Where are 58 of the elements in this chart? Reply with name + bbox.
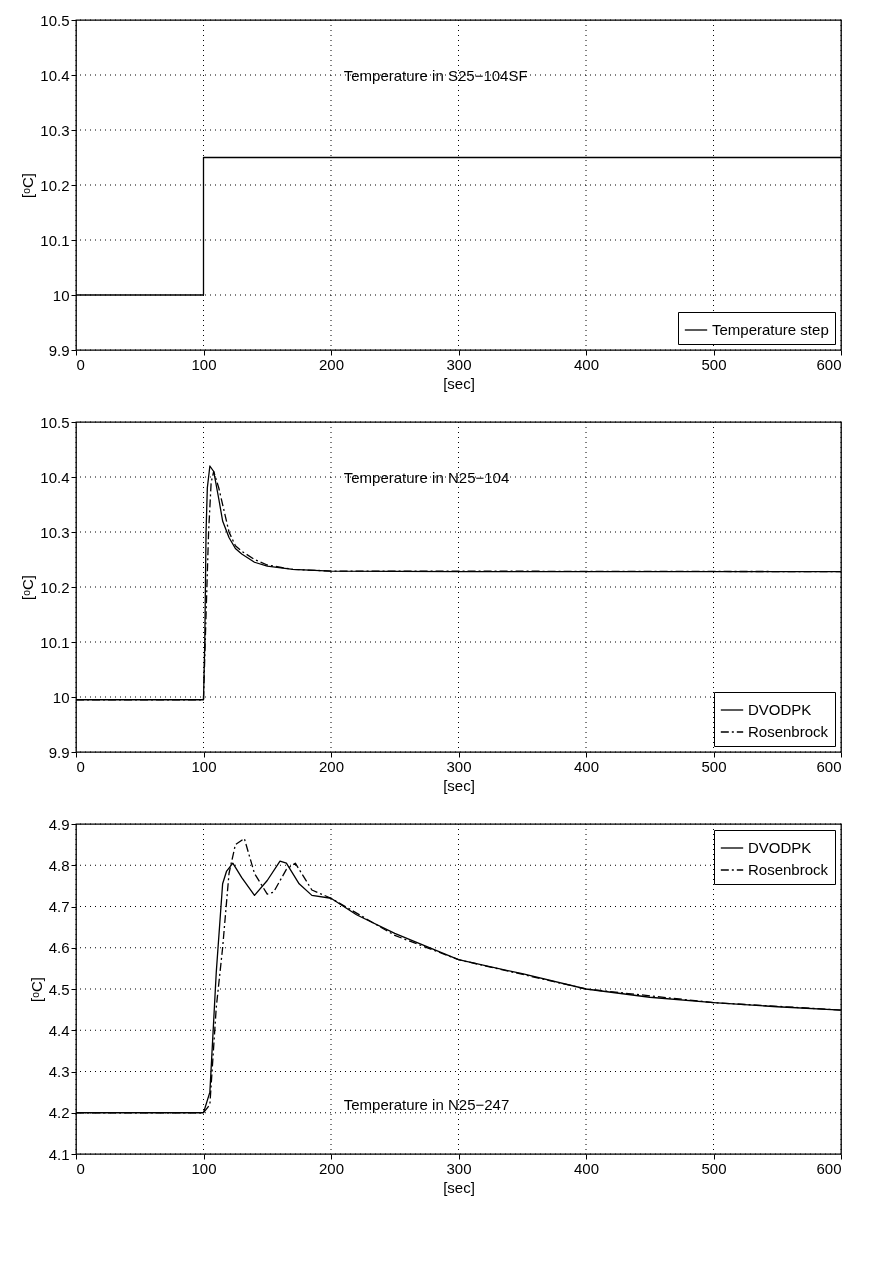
x-tick-label: 200 xyxy=(318,757,345,775)
x-axis-title: [sec] xyxy=(443,1178,475,1196)
y-tick-label: 4.7 xyxy=(48,898,70,915)
y-axis-title: [ᵒC] xyxy=(27,977,45,1002)
x-tick-label: 200 xyxy=(318,355,345,373)
x-tick-label: 0 xyxy=(76,757,85,775)
y-tick-label: 4.5 xyxy=(48,980,70,998)
x-tick-label: 300 xyxy=(446,757,472,775)
y-axis-title: [ᵒC] xyxy=(19,575,37,600)
x-tick-label: 100 xyxy=(191,1159,217,1177)
annotation: Temperature in N25−104 xyxy=(343,469,510,487)
x-tick-label: 0 xyxy=(76,355,85,373)
y-tick-label: 10.5 xyxy=(40,11,70,29)
y-tick-label: 4.8 xyxy=(48,856,70,874)
x-tick-label: 600 xyxy=(816,355,842,373)
y-tick-label: 4.3 xyxy=(48,1063,70,1080)
legend-label: Rosenbrock xyxy=(748,723,829,740)
y-tick-label: 10.3 xyxy=(40,121,70,139)
y-tick-label: 9.9 xyxy=(48,341,70,359)
x-tick-label: 400 xyxy=(573,1159,600,1177)
x-tick-label: 400 xyxy=(573,757,600,775)
y-tick-label: 4.2 xyxy=(48,1104,70,1122)
annotation: Temperature in N25−247 xyxy=(343,1095,510,1113)
x-tick-label: 0 xyxy=(76,1159,85,1177)
y-tick-label: 10.1 xyxy=(40,231,70,249)
x-tick-label: 300 xyxy=(446,355,472,373)
y-tick-label: 10.1 xyxy=(40,633,70,651)
x-tick-label: 500 xyxy=(701,355,727,373)
y-tick-label: 4.1 xyxy=(48,1145,70,1163)
y-tick-label: 10.2 xyxy=(40,578,70,596)
y-tick-label: 10.3 xyxy=(40,523,70,541)
x-tick-label: 600 xyxy=(816,757,842,775)
x-tick-label: 400 xyxy=(573,355,600,373)
y-tick-label: 10 xyxy=(52,286,70,304)
x-tick-label: 200 xyxy=(318,1159,345,1177)
y-axis-title: [ᵒC] xyxy=(19,173,37,198)
legend-label: DVODPK xyxy=(748,701,812,718)
y-tick-label: 10.5 xyxy=(40,413,70,431)
legend-label: Temperature step xyxy=(712,321,829,338)
x-axis-title: [sec] xyxy=(443,374,475,392)
y-tick-label: 10.4 xyxy=(40,66,70,84)
y-tick-label: 4.4 xyxy=(48,1021,70,1039)
y-tick-label: 9.9 xyxy=(48,743,70,761)
y-tick-label: 10 xyxy=(52,688,70,706)
legend-label: Rosenbrock xyxy=(748,861,829,878)
x-tick-label: 100 xyxy=(191,355,217,373)
x-tick-label: 500 xyxy=(701,757,727,775)
y-tick-label: 10.4 xyxy=(40,468,70,486)
x-tick-label: 600 xyxy=(816,1159,842,1177)
y-tick-label: 10.2 xyxy=(40,176,70,194)
legend-label: DVODPK xyxy=(748,839,812,856)
x-tick-label: 300 xyxy=(446,1159,472,1177)
y-tick-label: 4.9 xyxy=(48,815,70,833)
y-tick-label: 4.6 xyxy=(48,939,70,957)
x-tick-label: 100 xyxy=(191,757,217,775)
x-tick-label: 500 xyxy=(701,1159,727,1177)
annotation: Temperature in S25−104SF xyxy=(343,67,528,85)
x-axis-title: [sec] xyxy=(443,776,475,794)
